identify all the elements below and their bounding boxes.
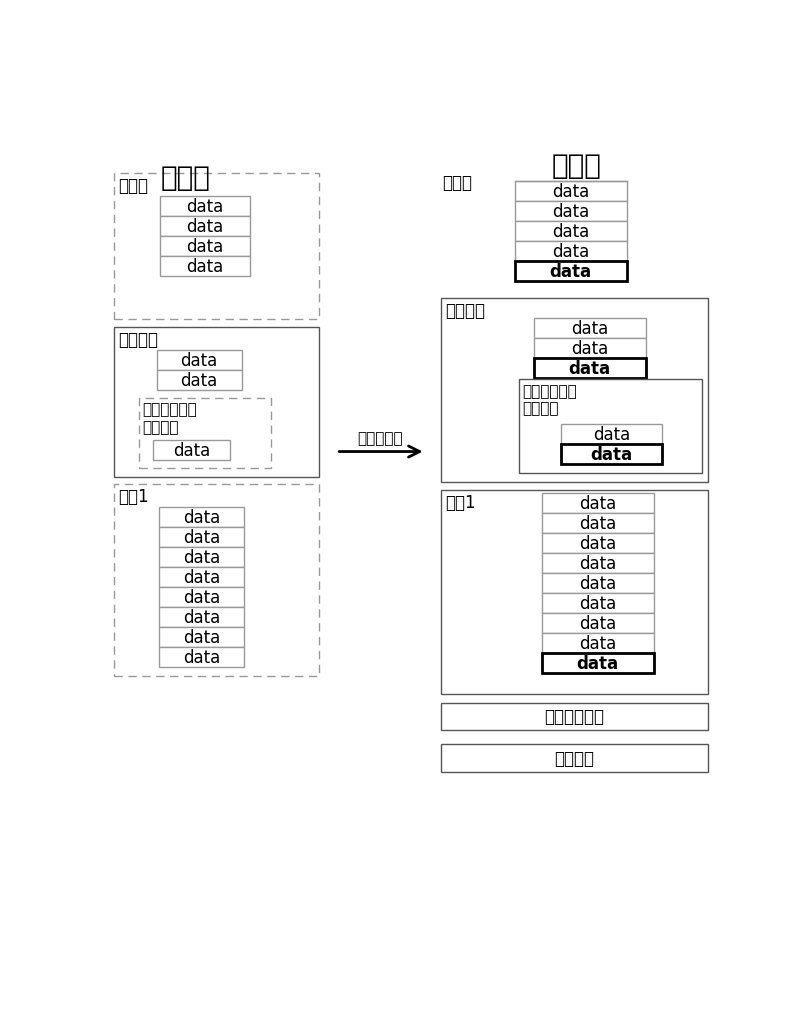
Text: 结构体: 结构体 — [118, 177, 148, 195]
Text: data: data — [183, 549, 220, 566]
Bar — [159, 508, 244, 528]
Text: data: data — [173, 442, 210, 460]
Text: data: data — [552, 243, 589, 260]
Bar — [441, 744, 708, 772]
Bar — [514, 242, 627, 261]
Text: data: data — [579, 635, 616, 653]
Bar — [534, 318, 646, 339]
Bar — [441, 490, 708, 695]
Text: 子结构体中的
子结构体: 子结构体中的 子结构体 — [142, 402, 198, 435]
Bar — [161, 257, 250, 277]
Text: data: data — [183, 648, 220, 666]
Text: data: data — [552, 202, 589, 220]
Bar — [159, 548, 244, 567]
Text: data: data — [590, 446, 633, 463]
Text: 子结构体中的
子结构体: 子结构体中的 子结构体 — [522, 383, 577, 416]
Text: data: data — [579, 615, 616, 633]
Bar — [542, 534, 654, 554]
Bar — [157, 351, 242, 371]
Bar — [542, 554, 654, 573]
Bar — [514, 201, 627, 221]
Bar — [542, 573, 654, 593]
Text: data: data — [183, 509, 220, 527]
Bar — [138, 398, 270, 469]
Bar — [159, 567, 244, 587]
Bar — [542, 493, 654, 514]
Text: data: data — [552, 182, 589, 200]
Bar — [534, 358, 646, 378]
Text: 子结构体: 子结构体 — [445, 301, 485, 319]
Bar — [159, 528, 244, 548]
Text: data: data — [183, 629, 220, 646]
Text: data: data — [183, 588, 220, 607]
Text: 新版本: 新版本 — [552, 152, 602, 180]
Bar — [159, 608, 244, 628]
Text: data: data — [186, 217, 223, 236]
Bar — [159, 587, 244, 608]
Bar — [114, 328, 319, 477]
Text: data: data — [579, 594, 616, 613]
Text: 新增子结构体: 新增子结构体 — [544, 708, 604, 726]
Bar — [561, 425, 662, 445]
Text: data: data — [579, 494, 616, 513]
Text: 子结构体: 子结构体 — [118, 331, 158, 349]
Text: data: data — [579, 535, 616, 553]
Text: 新增数组: 新增数组 — [554, 749, 594, 767]
Bar — [161, 237, 250, 257]
Text: 数组1: 数组1 — [118, 487, 149, 506]
Bar — [153, 441, 230, 461]
Bar — [514, 181, 627, 201]
Bar — [114, 174, 319, 319]
Text: data: data — [571, 319, 609, 338]
Bar — [518, 380, 702, 473]
Text: data: data — [579, 555, 616, 572]
Bar — [542, 514, 654, 534]
Text: data: data — [550, 262, 591, 280]
Text: data: data — [186, 238, 223, 256]
Text: data: data — [186, 258, 223, 276]
Bar — [159, 647, 244, 667]
Bar — [157, 371, 242, 390]
Bar — [534, 339, 646, 358]
Text: 结构体: 结构体 — [442, 174, 473, 192]
Text: data: data — [579, 574, 616, 592]
Text: data: data — [593, 426, 630, 444]
Text: data: data — [183, 609, 220, 627]
Text: data: data — [579, 515, 616, 533]
Text: data: data — [183, 568, 220, 586]
Bar — [161, 197, 250, 216]
Bar — [542, 614, 654, 634]
Bar — [114, 484, 319, 676]
Text: data: data — [569, 359, 611, 377]
Bar — [542, 654, 654, 673]
Text: data: data — [186, 198, 223, 215]
Text: data: data — [183, 529, 220, 547]
Bar — [561, 445, 662, 464]
Bar — [159, 628, 244, 647]
Bar — [542, 634, 654, 654]
Bar — [514, 261, 627, 281]
Bar — [514, 221, 627, 242]
Text: 旧版本: 旧版本 — [160, 164, 210, 192]
Text: data: data — [552, 222, 589, 241]
Bar — [542, 593, 654, 614]
Bar — [441, 298, 708, 483]
Text: data: data — [571, 340, 609, 357]
Bar — [161, 216, 250, 237]
Text: data: data — [577, 655, 618, 672]
Text: 数组1: 数组1 — [445, 493, 475, 512]
Text: 扩展数据后: 扩展数据后 — [358, 431, 403, 446]
Bar — [441, 703, 708, 731]
Text: data: data — [181, 372, 218, 389]
Text: data: data — [181, 352, 218, 370]
